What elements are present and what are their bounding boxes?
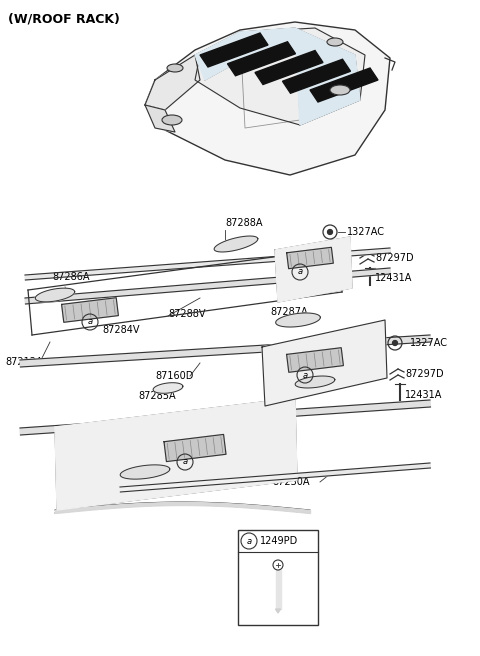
Text: 87287A: 87287A: [270, 307, 308, 317]
Ellipse shape: [162, 115, 182, 125]
Text: 87288A: 87288A: [225, 218, 263, 228]
Polygon shape: [276, 570, 280, 609]
Polygon shape: [283, 59, 350, 93]
Polygon shape: [25, 268, 391, 304]
Ellipse shape: [330, 85, 350, 95]
Polygon shape: [164, 434, 226, 462]
Circle shape: [327, 230, 333, 234]
Polygon shape: [275, 237, 352, 302]
Text: 87212A: 87212A: [5, 357, 43, 367]
Text: 1327AC: 1327AC: [347, 227, 385, 237]
Text: 12431A: 12431A: [375, 273, 412, 283]
Polygon shape: [61, 298, 119, 322]
Text: 87230A: 87230A: [272, 477, 310, 487]
Text: 87297D: 87297D: [405, 369, 444, 379]
Polygon shape: [145, 55, 200, 110]
Polygon shape: [145, 22, 390, 175]
Polygon shape: [228, 42, 296, 75]
Polygon shape: [214, 236, 258, 252]
Polygon shape: [287, 348, 343, 373]
Circle shape: [393, 340, 397, 346]
Text: 12431A: 12431A: [405, 390, 443, 400]
FancyBboxPatch shape: [238, 530, 318, 625]
Polygon shape: [255, 51, 323, 85]
Text: 1327AC: 1327AC: [410, 338, 448, 348]
Text: 87284V: 87284V: [102, 325, 140, 335]
Polygon shape: [262, 320, 387, 406]
Polygon shape: [25, 248, 390, 280]
Text: (W/ROOF RACK): (W/ROOF RACK): [8, 12, 120, 25]
Text: a: a: [87, 318, 93, 327]
Polygon shape: [195, 32, 250, 80]
Text: 87283V: 87283V: [200, 439, 238, 449]
Polygon shape: [195, 28, 365, 125]
Text: 87160D: 87160D: [155, 371, 193, 381]
Polygon shape: [276, 609, 280, 613]
Text: 87211A: 87211A: [78, 463, 116, 473]
Text: 87297D: 87297D: [375, 253, 414, 263]
Polygon shape: [310, 68, 378, 102]
Polygon shape: [295, 376, 335, 388]
Polygon shape: [200, 33, 268, 67]
Polygon shape: [36, 288, 75, 302]
Polygon shape: [287, 247, 333, 269]
Ellipse shape: [327, 38, 343, 46]
Polygon shape: [120, 465, 170, 479]
Polygon shape: [276, 313, 320, 327]
Text: 87285A: 87285A: [138, 391, 176, 401]
Text: 87288V: 87288V: [168, 309, 205, 319]
Text: 1249PD: 1249PD: [260, 536, 298, 546]
Polygon shape: [240, 28, 300, 55]
Text: a: a: [302, 371, 308, 380]
Ellipse shape: [167, 64, 183, 72]
Text: a: a: [182, 457, 188, 466]
Text: a: a: [246, 537, 252, 546]
Text: 87287V: 87287V: [270, 387, 308, 397]
Text: 87286A: 87286A: [52, 272, 89, 282]
Polygon shape: [295, 28, 360, 125]
Polygon shape: [55, 398, 297, 510]
Polygon shape: [20, 400, 431, 435]
Polygon shape: [145, 105, 175, 132]
Text: a: a: [298, 268, 302, 276]
Polygon shape: [120, 463, 431, 492]
Polygon shape: [153, 382, 183, 394]
Polygon shape: [20, 335, 431, 367]
